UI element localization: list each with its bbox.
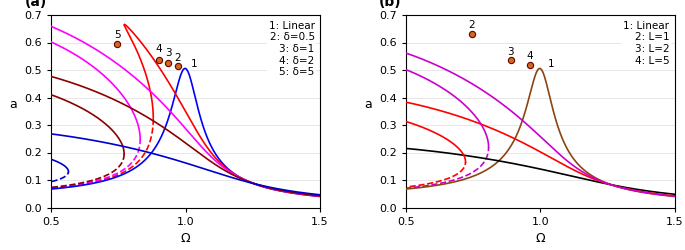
- Y-axis label: a: a: [364, 98, 372, 111]
- Text: 5: 5: [114, 30, 121, 40]
- Text: 1: 1: [548, 58, 554, 68]
- Text: 3: 3: [165, 48, 171, 58]
- Text: 4: 4: [155, 44, 162, 54]
- Text: 1: 1: [190, 58, 197, 68]
- Text: 2: 2: [175, 53, 181, 63]
- Text: 4: 4: [526, 51, 533, 61]
- Text: 3: 3: [508, 46, 514, 56]
- X-axis label: Ω: Ω: [181, 232, 190, 245]
- Text: 1: Linear
2: L=1
3: L=2
4: L=5: 1: Linear 2: L=1 3: L=2 4: L=5: [623, 21, 669, 66]
- Text: (b): (b): [379, 0, 402, 9]
- X-axis label: Ω: Ω: [536, 232, 545, 245]
- Text: (a): (a): [25, 0, 47, 9]
- Y-axis label: a: a: [10, 98, 17, 111]
- Text: 2: 2: [469, 20, 475, 30]
- Text: 1: Linear
2: δ=0.5
3: δ=1
4: δ=2
5: δ=5: 1: Linear 2: δ=0.5 3: δ=1 4: δ=2 5: δ=5: [269, 21, 314, 77]
